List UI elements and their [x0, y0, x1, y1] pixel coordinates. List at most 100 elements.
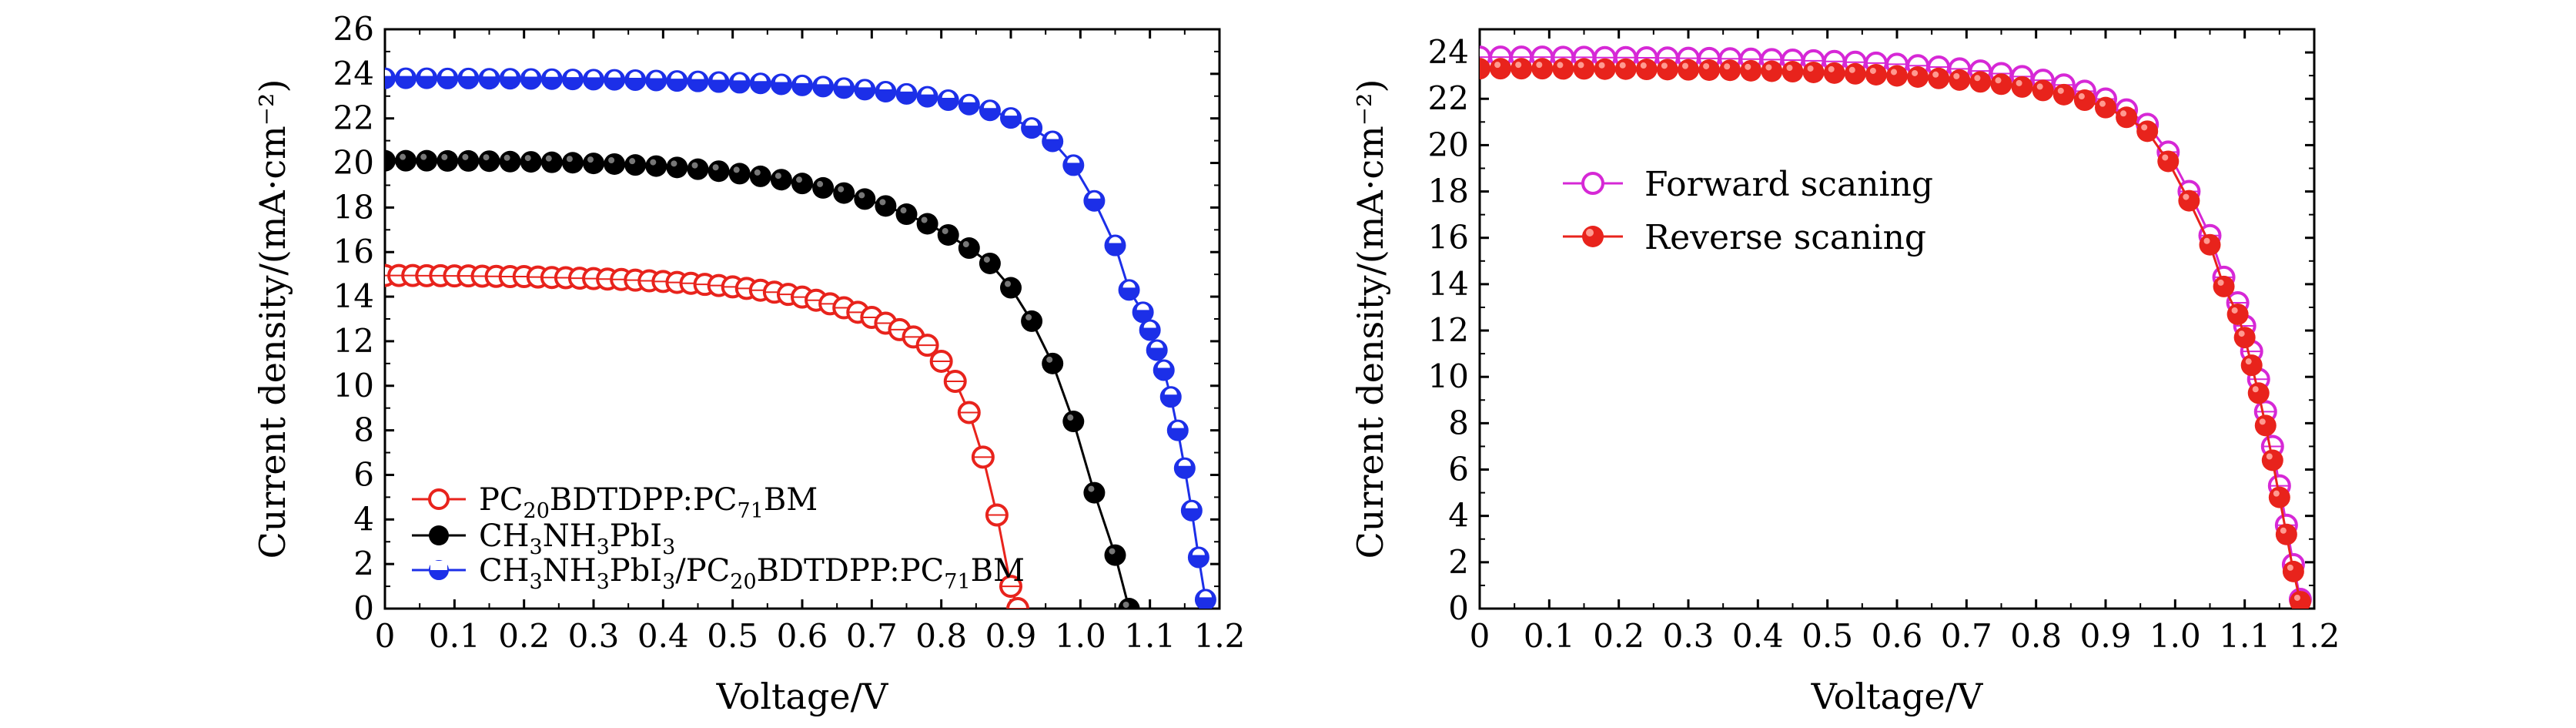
- y-axis-label-left: Current density/(mA·cm⁻²): [252, 79, 293, 559]
- data-point: [395, 149, 417, 172]
- data-point: [770, 169, 792, 191]
- data-point-shine: [2078, 93, 2085, 100]
- data-point-shine: [2183, 193, 2190, 200]
- data-point-half: [650, 72, 663, 79]
- data-point-shine: [1494, 62, 1501, 69]
- legend-marker-2: [429, 525, 449, 545]
- data-point-shine: [545, 155, 552, 162]
- data-point-half: [691, 72, 704, 79]
- data-point: [1042, 352, 1064, 374]
- data-point: [437, 149, 459, 172]
- x-tick-label: 0.7: [1941, 617, 1992, 655]
- x-tick-label: 0.9: [985, 617, 1037, 655]
- y-tick-label: 26: [333, 10, 374, 48]
- data-point-half: [400, 69, 413, 76]
- data-point-shine: [587, 156, 594, 163]
- data-point: [1614, 58, 1637, 80]
- legend-label-3: CH3NH3PbI3/PC20BDTDPP:PC71BM: [479, 553, 1025, 594]
- data-point-half: [1122, 281, 1136, 288]
- data-point-shine: [1067, 414, 1074, 421]
- data-point-half: [774, 75, 788, 82]
- data-point: [2268, 486, 2290, 508]
- data-point: [1594, 58, 1616, 80]
- data-point: [833, 182, 855, 204]
- x-tick-label: 0: [375, 617, 396, 655]
- y-tick-label: 6: [353, 455, 374, 493]
- data-point-half: [1067, 156, 1080, 163]
- data-point-shine: [2141, 124, 2148, 131]
- data-point-shine: [524, 155, 531, 162]
- y-tick-label: 18: [1428, 173, 1469, 210]
- data-point: [561, 152, 584, 174]
- y-axis-label-right: Current density/(mA·cm⁻²): [1350, 79, 1391, 559]
- data-point-half: [900, 85, 913, 92]
- data-point-shine: [817, 180, 824, 187]
- data-point: [1531, 58, 1554, 80]
- data-point-shine: [650, 159, 657, 166]
- y-tick-label: 20: [1428, 126, 1469, 163]
- data-point-shine: [420, 153, 427, 160]
- data-point-shine: [1848, 66, 1855, 73]
- x-tick-label: 0.2: [1593, 617, 1644, 655]
- data-point: [2282, 560, 2304, 582]
- data-point-half: [1088, 192, 1101, 199]
- series-left-1: [385, 149, 1140, 609]
- data-point-shine: [1765, 64, 1772, 71]
- data-point: [895, 203, 918, 226]
- x-axis-label-left: Voltage/V: [716, 676, 888, 717]
- legend-marker-reverse: [1582, 226, 1604, 247]
- data-point-shine: [1682, 62, 1688, 69]
- data-point-shine: [879, 199, 886, 206]
- data-point-shine: [962, 241, 969, 248]
- y-tick-label: 4: [1448, 497, 1469, 535]
- data-point-half: [1199, 591, 1212, 598]
- data-point-shine: [2280, 527, 2287, 534]
- data-point: [1907, 65, 1929, 88]
- data-point-half: [524, 70, 537, 77]
- data-point: [2116, 106, 2138, 129]
- data-point-shine: [1932, 71, 1939, 78]
- legend-label-1: PC20BDTDPP:PC71BM: [479, 482, 818, 523]
- data-point: [979, 252, 1001, 274]
- data-point-shine: [712, 164, 719, 171]
- data-point: [1823, 62, 1845, 84]
- data-point: [520, 151, 542, 173]
- data-point: [958, 237, 980, 260]
- data-point: [2199, 233, 2221, 256]
- legend-entry-reverse: Reverse scaning: [1563, 218, 1926, 257]
- y-tick-label: 14: [333, 277, 374, 315]
- data-point: [1021, 310, 1043, 332]
- data-point-half: [838, 79, 851, 86]
- data-point: [1678, 59, 1699, 81]
- data-point-shine: [733, 166, 740, 173]
- data-point-shine: [1640, 62, 1647, 69]
- series-left-2: [385, 67, 1216, 609]
- data-point: [1480, 58, 1490, 80]
- series-right-1: [1480, 58, 2311, 609]
- x-tick-label: 0.6: [777, 617, 828, 655]
- data-point: [1865, 63, 1887, 86]
- x-tick-label: 0.3: [1663, 617, 1715, 655]
- data-point: [2011, 75, 2033, 98]
- data-point-shine: [2036, 83, 2043, 90]
- data-point-shine: [2016, 79, 2022, 86]
- data-point: [812, 176, 835, 199]
- data-point: [791, 173, 813, 195]
- legend-entry-forward: Forward scaning: [1563, 165, 1933, 204]
- y-tick-label: 22: [333, 99, 374, 137]
- y-tick-label: 14: [1428, 265, 1469, 303]
- data-point-half: [983, 102, 996, 109]
- data-point: [1104, 544, 1126, 566]
- data-point-shine: [774, 173, 781, 179]
- data-point: [1006, 597, 1030, 609]
- data-point: [2289, 590, 2311, 609]
- data-point: [416, 149, 438, 172]
- y-tick-label: 2: [353, 545, 374, 582]
- data-point-shine: [2057, 87, 2064, 94]
- data-point: [1118, 598, 1140, 609]
- data-point-half: [608, 71, 621, 78]
- x-tick-label: 0.9: [2080, 617, 2132, 655]
- chart-left: 0 0.1 0.2 0.3 0.4 0.5 0.6 0.7 0.8 0.9 1.0 1.1 1.2 02…: [252, 10, 1245, 717]
- data-point: [1510, 58, 1533, 80]
- series-left-0: [385, 263, 1030, 609]
